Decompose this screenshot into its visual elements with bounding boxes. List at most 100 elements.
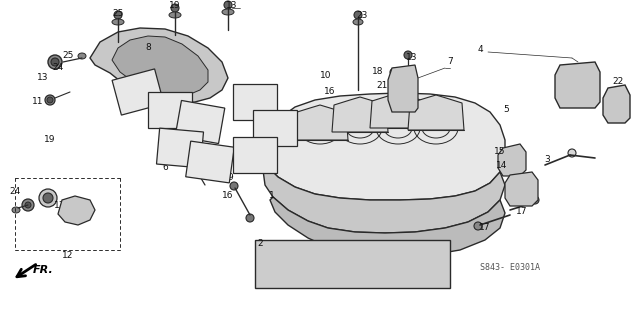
Ellipse shape xyxy=(474,222,482,230)
Ellipse shape xyxy=(158,158,163,163)
Polygon shape xyxy=(175,100,225,144)
Ellipse shape xyxy=(563,73,573,83)
Ellipse shape xyxy=(149,71,154,76)
Ellipse shape xyxy=(568,149,576,157)
Polygon shape xyxy=(505,172,538,206)
Text: 5: 5 xyxy=(503,105,509,114)
Polygon shape xyxy=(270,197,505,258)
Ellipse shape xyxy=(563,90,573,100)
Ellipse shape xyxy=(267,248,287,264)
Ellipse shape xyxy=(610,98,618,106)
Ellipse shape xyxy=(531,196,539,204)
Text: S843- E0301A: S843- E0301A xyxy=(480,263,540,272)
Text: 9: 9 xyxy=(185,95,191,104)
Ellipse shape xyxy=(315,270,329,280)
Ellipse shape xyxy=(417,248,437,264)
Ellipse shape xyxy=(115,81,120,86)
Ellipse shape xyxy=(357,248,377,264)
Ellipse shape xyxy=(48,55,62,69)
Ellipse shape xyxy=(122,108,127,113)
Text: 13: 13 xyxy=(227,2,237,11)
Ellipse shape xyxy=(171,4,179,12)
Ellipse shape xyxy=(169,12,181,18)
Ellipse shape xyxy=(504,164,511,170)
Polygon shape xyxy=(90,28,228,103)
Ellipse shape xyxy=(241,91,269,113)
Text: 9: 9 xyxy=(202,143,208,152)
Ellipse shape xyxy=(196,133,202,138)
Ellipse shape xyxy=(579,73,589,83)
Text: 17: 17 xyxy=(516,207,528,216)
Text: 25: 25 xyxy=(62,50,74,59)
Ellipse shape xyxy=(404,51,412,59)
Ellipse shape xyxy=(186,111,214,133)
Ellipse shape xyxy=(43,193,53,203)
Ellipse shape xyxy=(156,99,184,121)
Ellipse shape xyxy=(515,164,522,170)
Polygon shape xyxy=(112,36,208,96)
Ellipse shape xyxy=(157,98,161,103)
Ellipse shape xyxy=(387,248,407,264)
Text: 13: 13 xyxy=(54,201,66,210)
Text: 24: 24 xyxy=(52,63,63,72)
Ellipse shape xyxy=(186,94,191,99)
Ellipse shape xyxy=(150,122,154,127)
Ellipse shape xyxy=(78,53,86,59)
Text: 14: 14 xyxy=(496,161,508,170)
Ellipse shape xyxy=(22,199,34,211)
Polygon shape xyxy=(498,144,526,176)
Ellipse shape xyxy=(234,138,239,143)
Text: FR.: FR. xyxy=(33,265,54,275)
Ellipse shape xyxy=(222,9,234,15)
Text: 19: 19 xyxy=(169,2,180,11)
Text: 2: 2 xyxy=(257,239,263,248)
Polygon shape xyxy=(112,69,164,115)
Ellipse shape xyxy=(515,154,522,160)
Text: 12: 12 xyxy=(62,250,74,259)
Ellipse shape xyxy=(345,270,359,280)
Ellipse shape xyxy=(246,214,254,222)
Polygon shape xyxy=(157,128,204,168)
Ellipse shape xyxy=(504,154,511,160)
Ellipse shape xyxy=(166,137,194,159)
Text: 7: 7 xyxy=(447,58,453,67)
Ellipse shape xyxy=(227,148,232,153)
Ellipse shape xyxy=(218,109,223,114)
Text: 18: 18 xyxy=(372,67,384,77)
Ellipse shape xyxy=(47,97,53,103)
Polygon shape xyxy=(603,85,630,123)
Text: 22: 22 xyxy=(612,77,623,86)
Ellipse shape xyxy=(223,176,228,181)
Polygon shape xyxy=(255,240,450,288)
Ellipse shape xyxy=(196,151,224,173)
Ellipse shape xyxy=(194,161,199,166)
Ellipse shape xyxy=(224,1,232,9)
Ellipse shape xyxy=(212,137,218,142)
Ellipse shape xyxy=(509,185,519,195)
Ellipse shape xyxy=(234,86,239,91)
Ellipse shape xyxy=(523,185,533,195)
Ellipse shape xyxy=(297,248,317,264)
Ellipse shape xyxy=(255,140,259,145)
Ellipse shape xyxy=(25,202,31,208)
Text: 24: 24 xyxy=(10,188,20,197)
Polygon shape xyxy=(186,141,234,183)
Text: 15: 15 xyxy=(494,147,506,156)
Ellipse shape xyxy=(124,81,152,103)
Text: 20: 20 xyxy=(243,147,253,156)
Text: 17: 17 xyxy=(479,224,491,233)
Polygon shape xyxy=(253,110,297,146)
Polygon shape xyxy=(332,97,388,132)
Ellipse shape xyxy=(161,130,166,135)
Ellipse shape xyxy=(112,19,124,25)
Ellipse shape xyxy=(291,112,296,117)
Ellipse shape xyxy=(241,144,269,166)
Polygon shape xyxy=(292,105,348,140)
Ellipse shape xyxy=(234,166,239,171)
Ellipse shape xyxy=(234,114,239,118)
Text: 16: 16 xyxy=(262,108,274,117)
Text: 9: 9 xyxy=(227,174,233,183)
Ellipse shape xyxy=(271,138,275,143)
Polygon shape xyxy=(263,155,505,233)
Ellipse shape xyxy=(51,58,59,66)
